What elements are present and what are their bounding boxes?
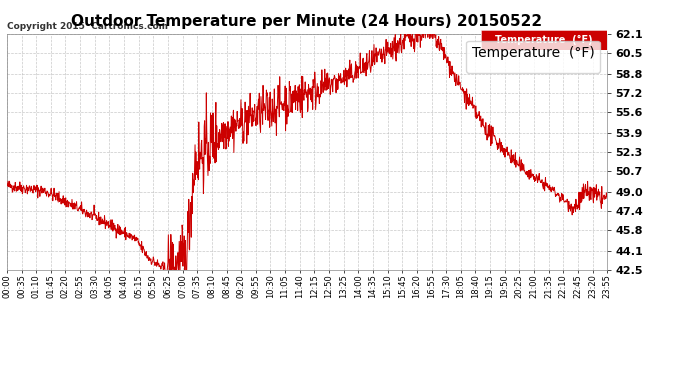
Text: Copyright 2015  Cartronics.com: Copyright 2015 Cartronics.com bbox=[7, 22, 168, 32]
Legend:  bbox=[466, 41, 600, 73]
Title: Outdoor Temperature per Minute (24 Hours) 20150522: Outdoor Temperature per Minute (24 Hours… bbox=[72, 14, 542, 29]
